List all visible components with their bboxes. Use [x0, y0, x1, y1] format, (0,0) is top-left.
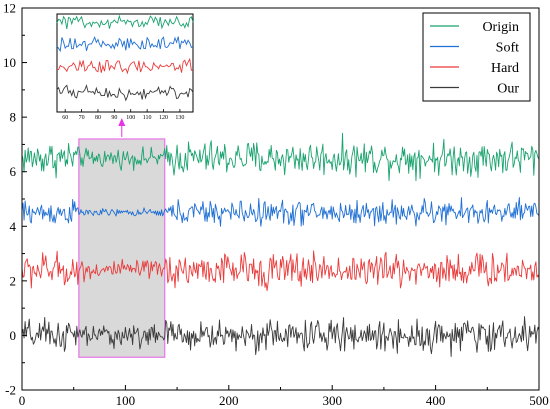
highlight-region: [78, 138, 166, 358]
y-tick-label: -2: [5, 383, 16, 398]
y-tick-label: 4: [10, 219, 17, 234]
series-line-our: [21, 316, 540, 357]
x-tick-label: 400: [426, 393, 446, 408]
x-tick-label: 200: [219, 393, 239, 408]
y-tick-label: 0: [10, 328, 17, 343]
x-tick-label: 0: [19, 393, 26, 408]
series-line-hard: [21, 250, 540, 292]
inset-x-tick-label: 130: [175, 115, 184, 121]
inset-x-tick-label: 100: [126, 115, 135, 121]
inset-series-hard: [56, 57, 194, 75]
y-tick-label: 6: [10, 164, 17, 179]
legend-box: [422, 12, 531, 102]
y-tick-label: 8: [10, 110, 17, 125]
inset-x-tick-label: 120: [159, 115, 168, 121]
legend-label-soft: Soft: [496, 41, 519, 56]
inset-x-tick-label: 60: [62, 115, 68, 121]
legend-label-hard: Hard: [491, 61, 519, 76]
x-tick-label: 100: [116, 393, 136, 408]
inset-x-tick-label: 110: [143, 115, 152, 121]
inset-zoom: 60 70 80 90 100 110 120 130: [56, 13, 194, 137]
legend-label-origin: Origin: [482, 20, 519, 35]
inset-x-tick-label: 90: [111, 115, 117, 121]
y-tick-label: 12: [3, 1, 16, 16]
legend-label-our: Our: [497, 82, 519, 97]
x-tick-label: 500: [529, 393, 549, 408]
series-lines: [21, 132, 540, 357]
inset-series-origin: [56, 14, 194, 30]
inset-x-tick-label: 80: [95, 115, 101, 121]
inset-x-tick-label: 70: [79, 115, 85, 121]
x-tick-label: 300: [322, 393, 342, 408]
y-tick-label: 10: [3, 55, 16, 70]
series-line-soft: [21, 197, 540, 227]
series-line-origin: [21, 132, 540, 182]
axes: [21, 7, 540, 391]
inset-series-soft: [56, 35, 194, 53]
highlight-rect: [78, 138, 166, 358]
inset-series-our: [56, 84, 194, 102]
legend: Origin Soft Hard Our: [422, 12, 531, 102]
y-tick-label: 2: [10, 273, 17, 288]
zoom-arrow-head: [118, 118, 126, 126]
